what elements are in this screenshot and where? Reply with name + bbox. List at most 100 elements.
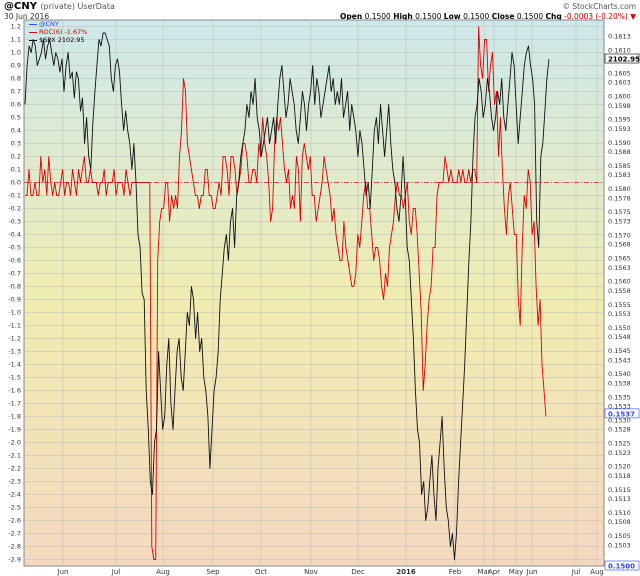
- left-tick-label: -1.5: [8, 374, 21, 382]
- x-tick-label: Apr: [488, 568, 500, 576]
- right-tick-label: 0.1553: [608, 310, 631, 318]
- x-tick-label: Nov: [304, 568, 318, 576]
- chart-date: 30 Jun 2016: [4, 12, 50, 21]
- right-tick-label: 0.1503: [608, 541, 631, 549]
- legend-swatch-spx: [29, 39, 37, 41]
- left-tick-label: -1.3: [8, 348, 21, 356]
- value-tag-label: 0.1500: [608, 563, 635, 571]
- x-tick-label: Sep: [206, 568, 220, 576]
- legend-item-spx: $SPX 2102.95: [29, 36, 87, 45]
- right-tick-label: 0.1570: [608, 231, 631, 239]
- right-tick-label: 0.1540: [608, 370, 631, 378]
- high-label: High: [393, 12, 413, 21]
- legend: @CNY ROC(6) -1.67% $SPX 2102.95: [29, 20, 87, 45]
- left-tick-label: -2.9: [8, 556, 21, 564]
- close-label: Close: [491, 12, 515, 21]
- right-tick-label: 0.1578: [608, 194, 631, 202]
- x-tick-label: Feb: [449, 568, 462, 576]
- value-tag-roc: 0.1537: [604, 408, 640, 419]
- low-label: Low: [443, 12, 461, 21]
- left-tick-label: 0.2: [11, 153, 21, 161]
- left-tick-label: 0.6: [11, 101, 21, 109]
- right-tick-label: 0.1595: [608, 116, 631, 124]
- value-tag-spx: 2102.95: [604, 53, 640, 64]
- left-tick-label: -2.1: [8, 452, 21, 460]
- value-tag-label: 2102.95: [608, 56, 640, 64]
- left-tick-label: -2.8: [8, 543, 21, 551]
- left-tick-label: -1.8: [8, 413, 21, 421]
- right-tick-label: 0.1603: [608, 79, 631, 87]
- right-tick-label: 0.1605: [608, 69, 631, 77]
- left-tick-label: -2.6: [8, 517, 21, 525]
- right-tick-label: 0.1513: [608, 495, 631, 503]
- right-tick-label: 0.1528: [608, 426, 631, 434]
- left-tick-label: -0.7: [8, 270, 21, 278]
- left-tick-label: -0.5: [8, 244, 21, 252]
- legend-item-cny: @CNY: [29, 20, 87, 29]
- left-axis-ticks: 1.2 1.1 1.0 0.9 0.8 0.7 0.6 0.5 0.4 0.3 0.2 0.1 0.0 -…: [8, 23, 21, 564]
- right-tick-label: 0.1565: [608, 254, 631, 262]
- value-tag-box: [604, 408, 640, 419]
- right-tick-label: 0.1543: [608, 356, 631, 364]
- right-tick-label: 0.1563: [608, 264, 631, 272]
- right-tick-label: 0.1523: [608, 449, 631, 457]
- right-tick-label: 0.1525: [608, 440, 631, 448]
- symbol-note: (private) UserData: [40, 2, 115, 11]
- right-tick-label: 0.1568: [608, 241, 631, 249]
- right-tick-label: 0.1535: [608, 393, 631, 401]
- chg-label: Chg: [545, 12, 562, 21]
- right-tick-label: 0.1538: [608, 379, 631, 387]
- right-tick-label: 0.1560: [608, 278, 631, 286]
- left-tick-label: -2.3: [8, 478, 21, 486]
- legend-item-roc: ROC(6) -1.67%: [29, 28, 87, 37]
- right-tick-label: 0.1555: [608, 301, 631, 309]
- right-axis-ticks: 0.16130.16100.16080.16050.16030.16000.15…: [608, 32, 631, 549]
- right-tick-label: 0.1533: [608, 403, 631, 411]
- right-tick-label: 0.1545: [608, 347, 631, 355]
- spx-line: [24, 32, 550, 560]
- right-tick-label: 0.1505: [608, 532, 631, 540]
- left-tick-label: -1.0: [8, 309, 21, 317]
- legend-swatch-cny: [29, 24, 37, 26]
- right-tick-label: 0.1613: [608, 32, 631, 40]
- right-tick-label: 0.1610: [608, 46, 631, 54]
- right-tick-label: 0.1588: [608, 148, 631, 156]
- x-tick-label: Aug: [156, 568, 170, 576]
- left-tick-label: 0.5: [11, 114, 21, 122]
- series-lines: [24, 26, 550, 560]
- stockcharts-logo[interactable]: © StockCharts.com: [562, 2, 636, 11]
- right-tick-label: 0.1530: [608, 416, 631, 424]
- left-tick-label: -0.3: [8, 218, 21, 226]
- left-tick-label: -0.9: [8, 296, 21, 304]
- value-tag-label: 0.1537: [608, 410, 635, 418]
- left-tick-label: -2.7: [8, 530, 21, 538]
- left-tick-label: 0.9: [11, 62, 21, 70]
- right-tick-label: 0.1518: [608, 472, 631, 480]
- x-tick-label: Mar: [477, 568, 490, 576]
- open-value: 0.1500: [364, 12, 391, 21]
- x-tick-label: Aug: [590, 568, 604, 576]
- left-tick-label: -2.2: [8, 465, 21, 473]
- left-tick-label: 0.8: [11, 75, 21, 83]
- right-tick-label: 0.1510: [608, 509, 631, 517]
- right-tick-label: 0.1585: [608, 162, 631, 170]
- open-label: Open: [340, 12, 363, 21]
- roc-line: [25, 26, 547, 560]
- left-tick-label: 0.3: [11, 140, 21, 148]
- quote-summary: Open 0.1500 High 0.1500 Low 0.1500 Close…: [340, 12, 636, 21]
- x-tick-label: May: [509, 568, 523, 576]
- right-tick-label: 0.1548: [608, 333, 631, 341]
- right-tick-label: 0.1558: [608, 287, 631, 295]
- right-tick-label: 0.1590: [608, 139, 631, 147]
- left-tick-label: -0.4: [8, 231, 21, 239]
- right-tick-label: 0.1583: [608, 171, 631, 179]
- right-tick-label: 0.1580: [608, 185, 631, 193]
- left-tick-label: -1.1: [8, 322, 21, 330]
- x-tick-label: 2016: [396, 568, 416, 576]
- right-tick-label: 0.1598: [608, 102, 631, 110]
- value-tag-cny: 0.1500: [604, 560, 640, 571]
- plot-area: [23, 19, 605, 567]
- right-tick-label: 0.1600: [608, 93, 631, 101]
